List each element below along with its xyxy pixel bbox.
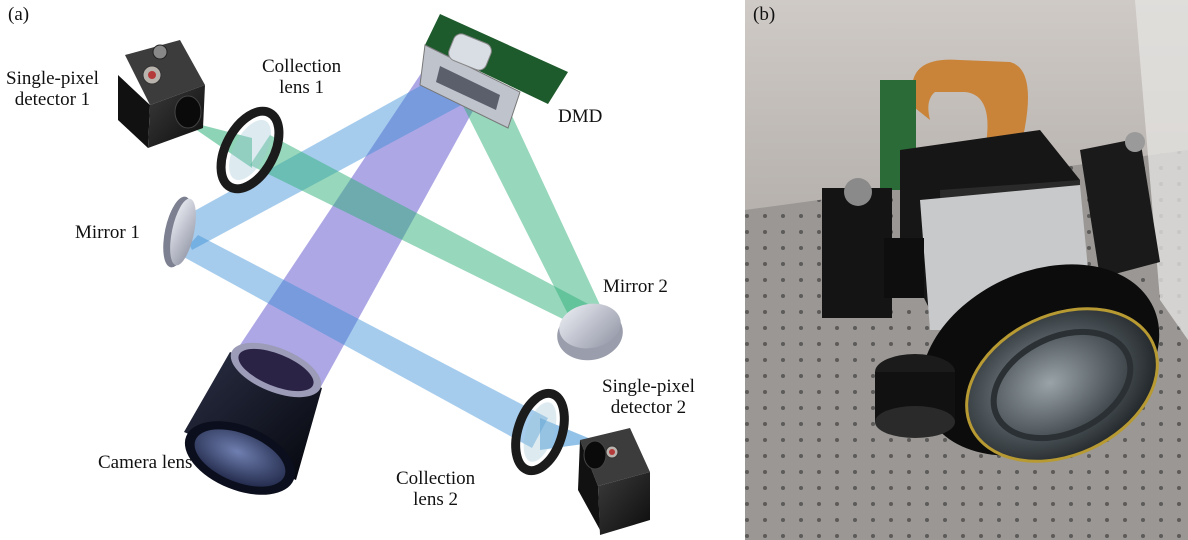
detector-1 — [118, 40, 205, 148]
schematic-drawing — [118, 14, 650, 535]
label-line: Collection — [396, 468, 476, 489]
label-dmd: DMD — [558, 106, 603, 127]
mirror-1 — [163, 196, 196, 268]
beam-green-focus — [182, 120, 252, 168]
beam-green-dmd-mirror2 — [455, 90, 600, 322]
beam-blue-mirror1-lens2 — [180, 235, 548, 448]
panel-a-tag: (a) — [8, 4, 30, 25]
collection-lens-1 — [216, 106, 284, 194]
label-single-pixel-detector-1: Single-pixel detector 1 — [6, 68, 99, 110]
label-line: lens 2 — [413, 489, 458, 510]
detector-2 — [578, 428, 650, 535]
label-camera-lens: Camera lens — [98, 452, 193, 473]
camera-lens — [184, 342, 322, 495]
beam-blue-dmd-mirror1 — [178, 75, 480, 250]
panel-b-tag: (b) — [753, 4, 776, 25]
dmd-device — [419, 14, 568, 129]
label-line: Collection — [262, 56, 342, 77]
label-line: detector 1 — [14, 89, 91, 110]
label-line: Single-pixel — [602, 376, 695, 397]
label-collection-lens-1: Collection lens 1 — [262, 56, 341, 98]
label-line: Single-pixel — [6, 68, 99, 89]
label-single-pixel-detector-2: Single-pixel detector 2 — [602, 376, 695, 418]
collection-lens-2 — [511, 388, 569, 476]
label-mirror-1: Mirror 1 — [75, 222, 140, 243]
label-line: detector 2 — [610, 397, 687, 418]
label-line: lens 1 — [279, 77, 324, 98]
label-mirror-2: Mirror 2 — [603, 276, 668, 297]
beam-group — [178, 60, 600, 450]
label-collection-lens-2: Collection lens 2 — [396, 468, 475, 510]
beam-green-mirror2-lens1 — [250, 135, 590, 325]
mirror-2 — [557, 303, 623, 361]
